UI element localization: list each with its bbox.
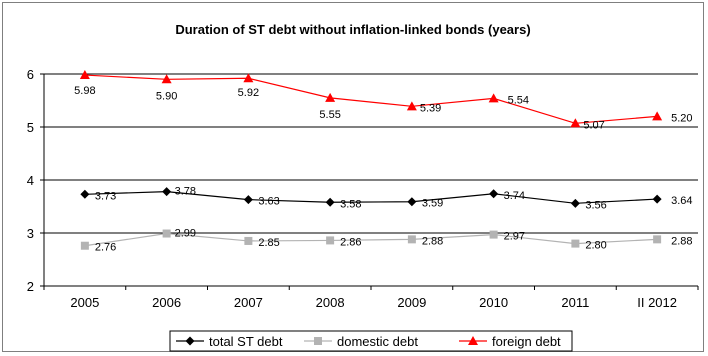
data-point (325, 92, 336, 102)
data-label: 5.07 (583, 119, 604, 131)
data-label: 2.85 (258, 237, 279, 249)
legend-item: foreign debt (459, 334, 561, 349)
data-label: 2.99 (175, 228, 196, 240)
data-point (488, 93, 499, 103)
data-point (570, 198, 580, 208)
data-label: 5.39 (420, 102, 441, 114)
data-label: 5.55 (319, 109, 340, 121)
data-label: 3.73 (95, 190, 116, 202)
chart-title: Duration of ST debt without inflation-li… (175, 22, 530, 37)
data-point (407, 197, 417, 207)
data-label: 3.78 (175, 186, 196, 198)
data-label: 2.76 (95, 242, 116, 254)
data-point (243, 195, 253, 205)
data-label: 5.92 (238, 87, 259, 99)
legend-box (169, 330, 573, 352)
legend-label: foreign debt (492, 334, 561, 349)
axes: 2 3 4 5 6 2005 2006 2007 2008 2009 2010 2011 II 2012 (27, 67, 699, 310)
gridlines (44, 73, 698, 287)
y-tick-label: 3 (27, 226, 34, 241)
data-labels: 3.73 3.78 3.63 3.58 3.59 3.74 3.56 3.64 2.76 2.99… (74, 85, 692, 254)
data-point (161, 74, 172, 84)
data-point (326, 236, 335, 245)
data-point (79, 70, 90, 80)
series-layer (79, 70, 663, 250)
data-label: 2.88 (671, 235, 692, 247)
data-point (325, 197, 335, 207)
data-point (80, 241, 89, 250)
data-label: 5.54 (508, 94, 529, 106)
data-label: 3.56 (585, 199, 606, 211)
data-label: 5.98 (74, 85, 95, 97)
chart-frame (2, 2, 704, 352)
data-point (489, 189, 499, 199)
legend-marker (314, 337, 322, 345)
data-point (653, 235, 662, 244)
legend-label: total ST debt (209, 334, 283, 349)
data-label: 3.64 (671, 195, 692, 207)
x-tick-label: 2008 (316, 295, 345, 310)
data-point (652, 194, 662, 204)
legend-item: total ST debt (176, 334, 283, 349)
x-tick-label: II 2012 (637, 295, 677, 310)
series-line (84, 74, 658, 124)
series-total-st-debt (80, 187, 662, 208)
y-tick-label: 4 (27, 173, 34, 188)
data-point (162, 187, 172, 197)
data-label: 5.20 (671, 112, 692, 124)
x-tick-label: 2009 (397, 295, 426, 310)
series-domestic-debt (80, 229, 662, 250)
data-point (162, 229, 171, 238)
x-tick-label: 2010 (479, 295, 508, 310)
legend-marker (185, 336, 195, 346)
series-foreign-debt (79, 70, 663, 128)
data-label: 3.58 (340, 198, 361, 210)
x-tick-label: 2005 (70, 295, 99, 310)
x-tick-label: 2007 (234, 295, 263, 310)
data-label: 2.97 (504, 231, 525, 243)
data-label: 3.59 (422, 198, 443, 210)
legend: total ST debt domestic debt foreign debt (169, 330, 573, 352)
data-point (652, 111, 663, 121)
x-tick-label: 2006 (152, 295, 181, 310)
data-point (571, 239, 580, 248)
data-label: 2.80 (585, 240, 606, 252)
data-label: 3.63 (258, 196, 279, 208)
data-point (406, 101, 417, 111)
legend-label: domestic debt (337, 334, 418, 349)
legend-item: domestic debt (304, 334, 418, 349)
y-tick-label: 5 (27, 120, 34, 135)
y-tick-label: 6 (27, 67, 34, 82)
data-point (570, 118, 581, 128)
data-label: 2.86 (340, 236, 361, 248)
x-tick-label: 2011 (561, 295, 589, 310)
legend-marker (468, 336, 478, 345)
series-line (84, 232, 658, 247)
y-tick-label: 2 (27, 279, 34, 294)
data-label: 2.88 (422, 235, 443, 247)
series-line (84, 191, 658, 204)
data-label: 5.90 (156, 90, 177, 102)
data-label: 3.74 (504, 190, 525, 202)
data-point (80, 189, 90, 199)
data-point (243, 73, 254, 83)
data-point (244, 236, 253, 245)
data-point (407, 235, 416, 244)
data-point (489, 230, 498, 239)
